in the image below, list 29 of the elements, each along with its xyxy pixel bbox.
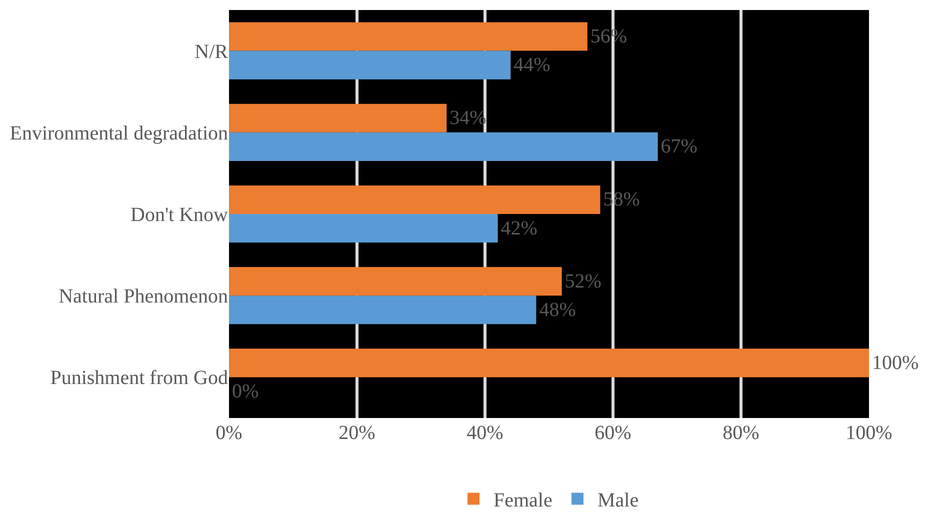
legend-label: Male xyxy=(597,490,639,512)
x-tick-label: 0% xyxy=(216,422,242,444)
x-tick-label: 40% xyxy=(466,422,504,444)
bar xyxy=(229,296,536,324)
bar xyxy=(229,267,562,296)
data-label: 67% xyxy=(660,136,698,158)
data-label: 42% xyxy=(500,217,538,240)
x-tick-label: 100% xyxy=(846,422,892,444)
data-label: 52% xyxy=(564,270,602,292)
y-tick-label: N/R xyxy=(194,40,229,63)
x-tick-label: 80% xyxy=(722,422,760,444)
bar xyxy=(229,50,511,80)
bar xyxy=(229,132,658,161)
data-label: 0% xyxy=(232,380,259,402)
y-tick-label: Environmental degradation xyxy=(10,122,228,144)
data-label: 44% xyxy=(514,54,550,76)
bar xyxy=(229,22,588,51)
x-tick-label: 20% xyxy=(338,422,376,444)
data-label: 100% xyxy=(872,352,919,374)
y-tick-label: Don't Know xyxy=(130,204,229,226)
y-tick-label: Punishment from God xyxy=(50,367,228,390)
bar xyxy=(229,348,869,378)
y-tick-label: Natural Phenomenon xyxy=(58,286,228,308)
bar xyxy=(229,104,447,132)
legend-label: Female xyxy=(494,490,552,512)
bar xyxy=(229,214,498,243)
data-label: 48% xyxy=(539,298,576,321)
x-tick-label: 60% xyxy=(594,422,632,444)
bar xyxy=(229,185,600,214)
